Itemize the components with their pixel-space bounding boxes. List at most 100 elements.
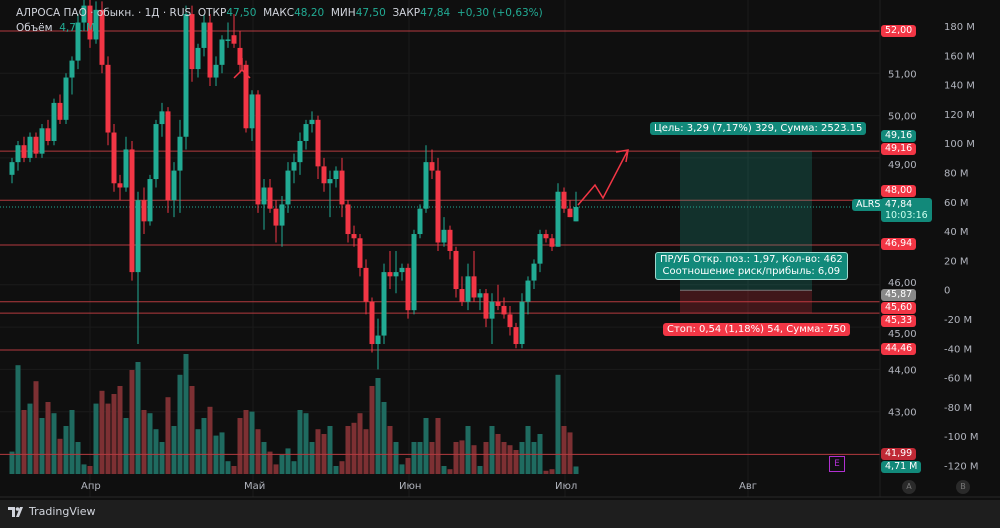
candle-body bbox=[495, 301, 501, 306]
volume-bar bbox=[555, 374, 561, 474]
volume-bar bbox=[291, 461, 297, 474]
candle-body bbox=[69, 60, 75, 78]
volume-bar bbox=[405, 458, 411, 474]
volume-bar bbox=[57, 438, 63, 474]
earnings-marker[interactable]: E bbox=[829, 456, 845, 472]
candle-body bbox=[183, 14, 189, 137]
candle-body bbox=[129, 149, 135, 273]
volume-bar bbox=[453, 442, 459, 474]
candle-body bbox=[87, 5, 93, 40]
volume-bar bbox=[99, 390, 105, 474]
candle-body bbox=[99, 9, 105, 65]
candle-body bbox=[525, 280, 531, 302]
auto-scale-button[interactable]: A bbox=[902, 480, 916, 494]
volume-bar bbox=[81, 464, 87, 474]
pnl-text: ПР/УБ Откр. поз.: 1,97, Кол-во: 462 bbox=[660, 254, 843, 265]
candle-body bbox=[51, 102, 57, 141]
level-price-tag: 45,33 bbox=[881, 315, 917, 327]
tradingview-logo-icon bbox=[8, 506, 23, 517]
volume-bar bbox=[513, 450, 519, 474]
candle-body bbox=[261, 187, 267, 205]
candle-body bbox=[267, 187, 273, 209]
target-price-tag: 49,16 bbox=[881, 130, 917, 142]
candle-body bbox=[45, 128, 51, 141]
price-chart[interactable]: 51,00 50,00 49,00 46,00 45,00 44,00 43,00 180 M… bbox=[0, 0, 1000, 500]
volume-bar bbox=[339, 461, 345, 474]
volume-bar bbox=[561, 426, 567, 474]
candle-body bbox=[297, 140, 303, 163]
level-price-tag: 52,00 bbox=[881, 25, 917, 37]
volume-bar bbox=[525, 426, 531, 474]
level-price-tag: 41,99 bbox=[881, 448, 917, 460]
price-tick: 44,00 bbox=[888, 365, 917, 376]
candle-body bbox=[555, 191, 561, 247]
volume-bar bbox=[393, 442, 399, 474]
risk-reward-text: Соотношение риск/прибыль: 6,09 bbox=[662, 266, 841, 277]
volume-bar bbox=[315, 429, 321, 474]
volume-bar bbox=[519, 442, 525, 474]
volume-bar bbox=[39, 418, 45, 474]
volume-bar bbox=[93, 403, 99, 474]
volume-bar bbox=[255, 429, 261, 474]
candle-body bbox=[351, 234, 357, 239]
volume-bar bbox=[123, 418, 129, 474]
time-tick: Май bbox=[244, 481, 266, 492]
volume-bar bbox=[63, 426, 69, 474]
target-label[interactable]: Цель: 3,29 (7,17%) 329, Сумма: 2523.15 bbox=[650, 122, 867, 135]
volume-bar bbox=[207, 406, 213, 474]
volume-tick: 20 M bbox=[944, 256, 969, 267]
candle-body bbox=[507, 314, 513, 328]
candle-body bbox=[285, 170, 291, 205]
candle-body bbox=[369, 301, 375, 345]
candle-body bbox=[381, 272, 387, 336]
candle-body bbox=[291, 162, 297, 171]
volume-bar bbox=[9, 451, 15, 474]
high-value: 48,20 bbox=[294, 7, 325, 19]
candle-body bbox=[255, 94, 261, 205]
volume-bar bbox=[411, 442, 417, 474]
candle-body bbox=[189, 14, 195, 70]
candle-body bbox=[303, 124, 309, 141]
volume-bar bbox=[147, 413, 153, 474]
candle-body bbox=[81, 5, 87, 23]
volume-bar bbox=[189, 386, 195, 474]
candle-body bbox=[543, 234, 549, 239]
volume-tick: 100 M bbox=[944, 139, 975, 150]
volume-bar bbox=[465, 426, 471, 474]
volume-bar bbox=[489, 426, 495, 474]
candle-body bbox=[123, 149, 129, 188]
volume-bar bbox=[423, 418, 429, 474]
volume-bar bbox=[435, 418, 441, 474]
scale-b-button[interactable]: B bbox=[956, 480, 970, 494]
volume-bar bbox=[51, 413, 57, 474]
candle-body bbox=[459, 289, 465, 302]
candle-body bbox=[273, 208, 279, 226]
loss-zone bbox=[680, 290, 812, 314]
volume-bar bbox=[153, 429, 159, 474]
candle-body bbox=[9, 162, 15, 175]
candle-body bbox=[111, 132, 117, 184]
pnl-label[interactable]: ПР/УБ Откр. поз.: 1,97, Кол-во: 462 Соот… bbox=[655, 252, 848, 280]
candle-body bbox=[249, 94, 255, 129]
volume-bar bbox=[237, 418, 243, 474]
price-tick: 51,00 bbox=[888, 69, 917, 80]
volume-bar bbox=[117, 386, 123, 474]
price-tick: 50,00 bbox=[888, 112, 917, 123]
symbol-title: АЛРОСА ПАО · обыкн. · 1Д · RUS bbox=[16, 7, 192, 19]
volume-bar bbox=[549, 469, 555, 474]
volume-value: 4,71 M bbox=[59, 22, 96, 34]
volume-tick: -40 M bbox=[944, 344, 972, 355]
volume-bar bbox=[303, 413, 309, 474]
candle-body bbox=[333, 170, 339, 180]
candle-body bbox=[33, 136, 39, 154]
volume-tick: -120 M bbox=[944, 462, 979, 473]
volume-bar bbox=[183, 354, 189, 474]
tradingview-logo[interactable]: TradingView bbox=[8, 505, 95, 518]
candle-body bbox=[327, 179, 333, 184]
volume-bar bbox=[105, 403, 111, 474]
high-label: МАКС bbox=[263, 7, 295, 19]
volume-bar bbox=[273, 464, 279, 474]
candle-body bbox=[405, 267, 411, 311]
stop-label[interactable]: Стоп: 0,54 (1,18%) 54, Сумма: 750 bbox=[663, 323, 851, 336]
volume-tick: 60 M bbox=[944, 198, 969, 209]
